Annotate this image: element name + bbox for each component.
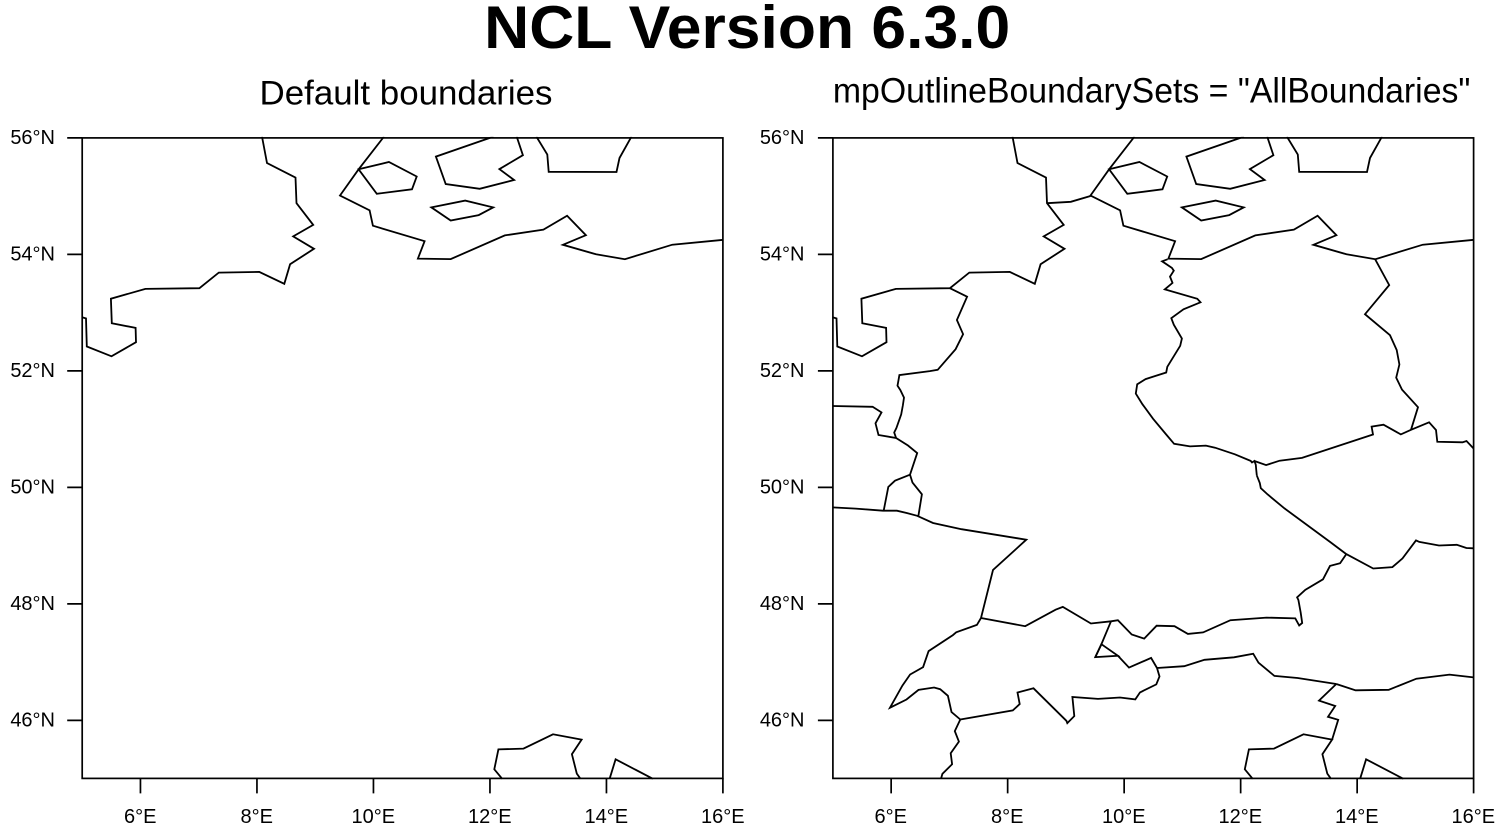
svg-text:6°E: 6°E	[875, 806, 907, 828]
svg-text:48°N: 48°N	[10, 593, 55, 615]
svg-text:16°E: 16°E	[701, 806, 745, 828]
svg-text:50°N: 50°N	[760, 477, 805, 499]
svg-text:12°E: 12°E	[1218, 806, 1262, 828]
svg-text:56°N: 56°N	[760, 127, 805, 149]
svg-text:46°N: 46°N	[760, 710, 805, 732]
svg-text:14°E: 14°E	[1335, 806, 1379, 828]
svg-text:56°N: 56°N	[10, 127, 55, 149]
svg-text:10°E: 10°E	[351, 806, 395, 828]
svg-text:50°N: 50°N	[10, 477, 55, 499]
svg-text:8°E: 8°E	[241, 806, 273, 828]
svg-text:12°E: 12°E	[468, 806, 512, 828]
svg-text:6°E: 6°E	[124, 806, 156, 828]
svg-text:NCL Version 6.3.0: NCL Version 6.3.0	[484, 0, 1010, 61]
svg-text:8°E: 8°E	[991, 806, 1023, 828]
svg-text:48°N: 48°N	[760, 593, 805, 615]
svg-text:52°N: 52°N	[10, 360, 55, 382]
svg-text:52°N: 52°N	[760, 360, 805, 382]
svg-text:16°E: 16°E	[1451, 806, 1495, 828]
svg-text:mpOutlineBoundarySets = "AllBo: mpOutlineBoundarySets = "AllBoundaries"	[833, 72, 1471, 111]
svg-text:Default boundaries: Default boundaries	[260, 75, 553, 113]
svg-text:54°N: 54°N	[760, 244, 805, 266]
svg-text:10°E: 10°E	[1102, 806, 1146, 828]
svg-text:54°N: 54°N	[10, 244, 55, 266]
svg-text:46°N: 46°N	[10, 710, 55, 732]
svg-text:14°E: 14°E	[584, 806, 628, 828]
